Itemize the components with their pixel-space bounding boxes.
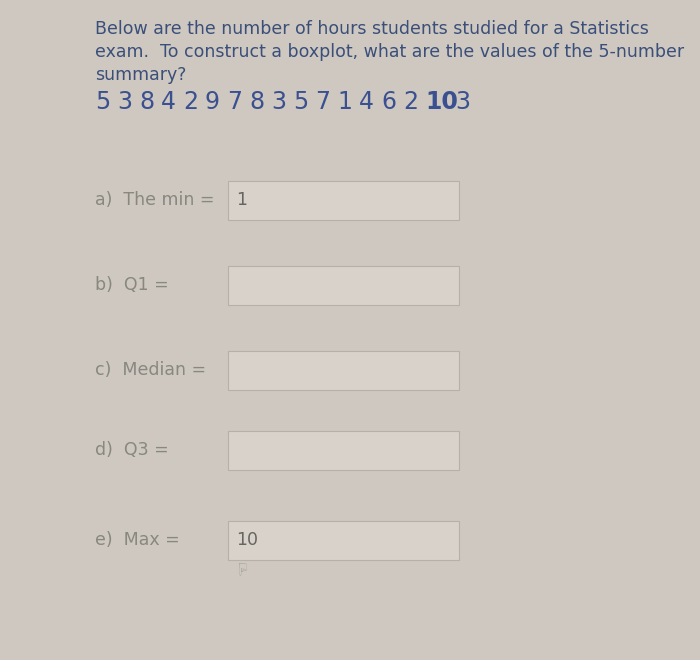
Text: 3: 3: [455, 90, 470, 114]
Text: 8: 8: [249, 90, 264, 114]
Text: c)  Median =: c) Median =: [95, 361, 206, 379]
Text: 10: 10: [236, 531, 258, 549]
Text: exam.  To construct a boxplot, what are the values of the 5-number: exam. To construct a boxplot, what are t…: [95, 43, 684, 61]
FancyBboxPatch shape: [228, 180, 458, 220]
Text: d)  Q3 =: d) Q3 =: [95, 441, 169, 459]
Text: a)  The min =: a) The min =: [95, 191, 220, 209]
Text: 3: 3: [271, 90, 286, 114]
Text: 10: 10: [425, 90, 458, 114]
Text: 5: 5: [95, 90, 111, 114]
Text: e)  Max =: e) Max =: [95, 531, 186, 549]
Text: 2: 2: [183, 90, 198, 114]
Text: 3: 3: [117, 90, 132, 114]
Text: 4: 4: [161, 90, 176, 114]
FancyBboxPatch shape: [228, 265, 458, 304]
Text: summary?: summary?: [95, 66, 186, 84]
Text: 4: 4: [359, 90, 374, 114]
Text: 7: 7: [315, 90, 330, 114]
Text: b)  Q1 =: b) Q1 =: [95, 276, 169, 294]
Text: ☝: ☝: [236, 557, 246, 575]
FancyBboxPatch shape: [228, 430, 458, 469]
Text: 5: 5: [293, 90, 308, 114]
Text: 1: 1: [337, 90, 352, 114]
FancyBboxPatch shape: [228, 350, 458, 389]
Text: 7: 7: [227, 90, 242, 114]
Text: 6: 6: [381, 90, 396, 114]
FancyBboxPatch shape: [228, 521, 458, 560]
Text: 1: 1: [236, 191, 247, 209]
Text: 2: 2: [403, 90, 418, 114]
Text: 9: 9: [205, 90, 220, 114]
Text: 8: 8: [139, 90, 154, 114]
Text: Below are the number of hours students studied for a Statistics: Below are the number of hours students s…: [95, 20, 649, 38]
